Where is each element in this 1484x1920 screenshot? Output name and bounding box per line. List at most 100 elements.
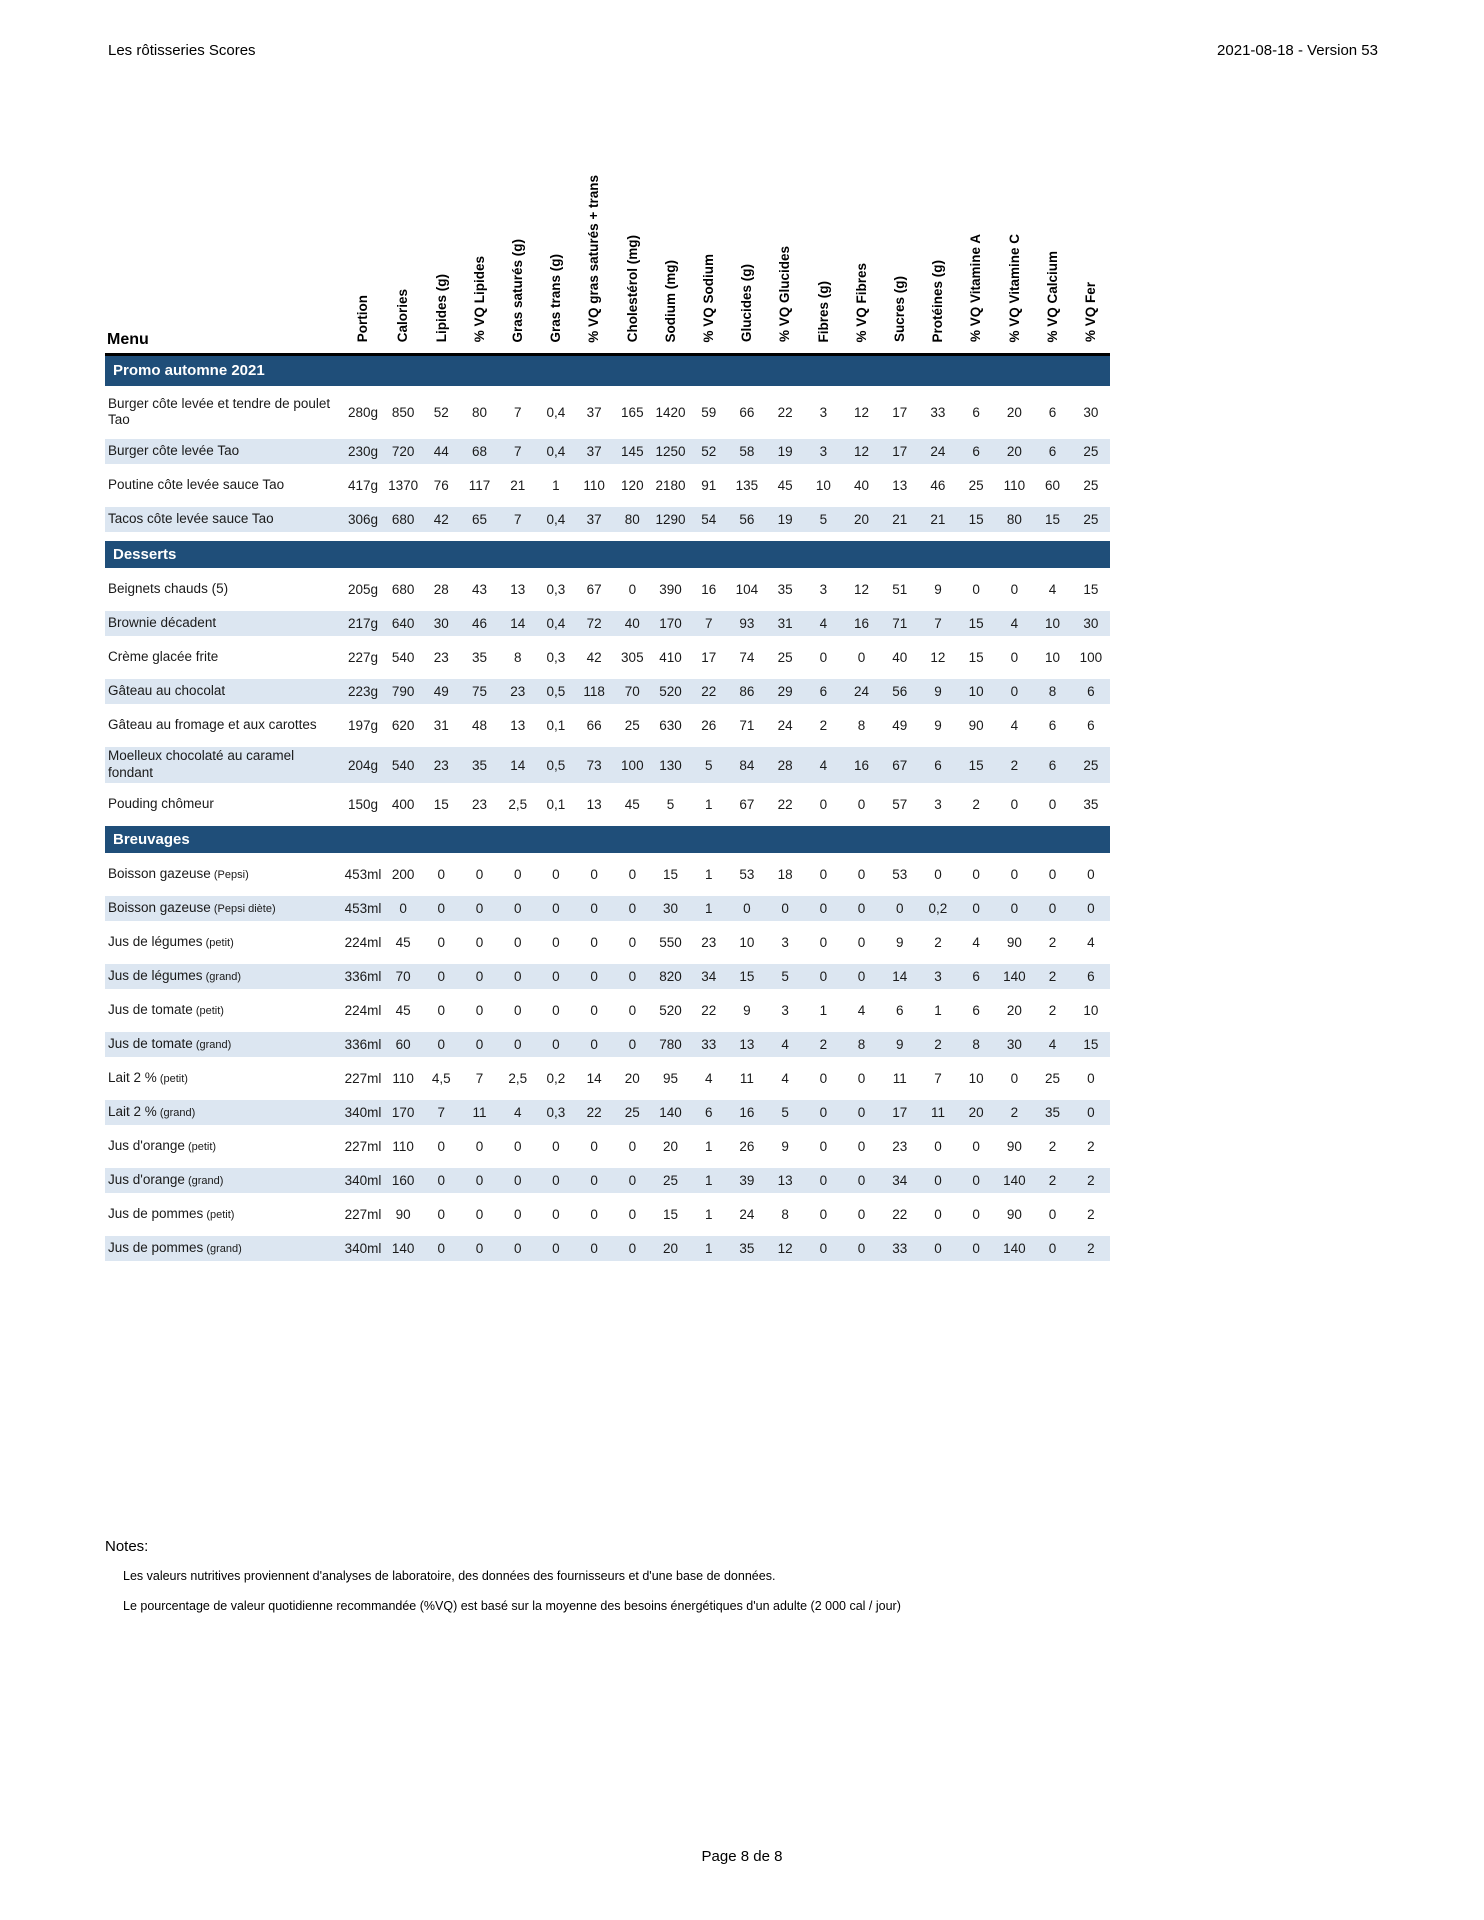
nutrition-value: 35	[1071, 787, 1110, 826]
nutrition-value: 20	[651, 1231, 690, 1270]
nutrition-value: 35	[727, 1231, 767, 1270]
nutrition-value: 0	[613, 1197, 652, 1236]
nutrition-value: 19	[766, 434, 805, 474]
nutrition-value: 0	[422, 1027, 461, 1066]
nutrition-value: 640	[384, 606, 423, 646]
nutrition-value: 1420	[651, 390, 690, 440]
nutrition-value: 17	[880, 1095, 919, 1134]
table-row: Lait 2 % (grand) 340ml 170 7 11 4 0,3 22 25 140 6 1…	[105, 1095, 1110, 1134]
menu-item-size-note: (petit)	[202, 937, 234, 950]
nutrition-value: 790	[384, 674, 423, 714]
nutrition-value: 0	[918, 1197, 958, 1236]
nutrition-value: 16	[727, 1095, 767, 1134]
nutrition-value: 4	[689, 1061, 728, 1100]
nutrition-value: 24	[766, 708, 805, 748]
nutrition-value: 0	[460, 1129, 499, 1168]
nutrition-value: 0	[1033, 787, 1072, 826]
nutrition-value: 10	[1033, 606, 1072, 646]
nutrition-value: 280g	[342, 390, 384, 440]
nutrition-value: 86	[727, 674, 767, 714]
nutrition-value: 0	[575, 857, 614, 896]
menu-item-name: Lait 2 % (grand)	[105, 1095, 342, 1134]
nutrition-value: 1	[918, 993, 958, 1032]
nutrition-value: 24	[918, 434, 958, 474]
column-header: % VQ Fer	[1071, 122, 1110, 356]
nutrition-value: 0	[804, 1095, 843, 1134]
nutrition-value: 16	[842, 606, 881, 646]
nutrition-value: 520	[651, 674, 690, 714]
nutrition-value: 4	[766, 1027, 805, 1066]
nutrition-value: 0,5	[536, 742, 576, 792]
nutrition-value: 10	[957, 1061, 996, 1100]
nutrition-value: 0	[804, 1061, 843, 1100]
nutrition-value: 22	[689, 674, 728, 714]
nutrition-value: 13	[766, 1163, 805, 1202]
nutrition-value: 100	[613, 742, 652, 792]
nutrition-value: 25	[1071, 434, 1110, 474]
menu-item-name: Jus de tomate (petit)	[105, 993, 342, 1032]
nutrition-value: 4	[498, 1095, 537, 1134]
notes-section: Notes: Les valeurs nutritives proviennen…	[105, 1538, 901, 1629]
table-row: Lait 2 % (petit) 227ml 110 4,5 7 2,5 0,2 14 20 95…	[105, 1061, 1110, 1100]
nutrition-value: 0,3	[536, 572, 576, 612]
nutrition-value: 60	[384, 1027, 423, 1066]
nutrition-value: 25	[1071, 742, 1110, 792]
nutrition-value: 336ml	[342, 959, 384, 998]
nutrition-value: 70	[613, 674, 652, 714]
nutrition-value: 0	[575, 1231, 614, 1270]
column-header: Gras trans (g)	[536, 122, 576, 356]
nutrition-value: 68	[460, 434, 499, 474]
nutrition-value: 0	[957, 1129, 996, 1168]
nutrition-value: 227g	[342, 640, 384, 680]
nutrition-value: 30	[422, 606, 461, 646]
nutrition-value: 0	[918, 1163, 958, 1202]
nutrition-value: 0	[536, 925, 576, 964]
nutrition-value: 0	[842, 857, 881, 896]
notes-title: Notes:	[105, 1538, 149, 1555]
nutrition-value: 90	[957, 708, 996, 748]
nutrition-value: 51	[880, 572, 919, 612]
nutrition-value: 6	[1071, 674, 1110, 714]
menu-item-name: Lait 2 % (petit)	[105, 1061, 342, 1100]
nutrition-value: 0,4	[536, 606, 576, 646]
menu-item-name: Poutine côte levée sauce Tao	[105, 468, 342, 508]
nutrition-value: 8	[842, 1027, 881, 1066]
nutrition-value: 2	[918, 1027, 958, 1066]
nutrition-value: 0	[1033, 1197, 1072, 1236]
table-row: Boisson gazeuse (Pepsi diète) 453ml 0 0 0 0 0 0…	[105, 891, 1110, 930]
menu-item-size-note: (grand)	[192, 1039, 232, 1052]
nutrition-value: 0	[804, 891, 843, 930]
nutrition-value: 0	[918, 857, 958, 896]
nutrition-value: 0	[804, 787, 843, 826]
table-row: Moelleux chocolaté au caramel fondant 204…	[105, 742, 1110, 792]
nutrition-value: 3	[766, 925, 805, 964]
table-row: Poutine côte levée sauce Tao 417g 1370 76 11…	[105, 468, 1110, 508]
menu-column-header: Menu	[105, 122, 342, 356]
nutrition-value: 74	[727, 640, 767, 680]
nutrition-value: 0	[460, 891, 499, 930]
nutrition-value: 197g	[342, 708, 384, 748]
table-row: Jus de légumes (grand) 336ml 70 0 0 0 0 0 0 820 34…	[105, 959, 1110, 998]
nutrition-value: 25	[613, 708, 652, 748]
nutrition-value: 76	[422, 468, 461, 508]
nutrition-value: 10	[957, 674, 996, 714]
nutrition-value: 620	[384, 708, 423, 748]
nutrition-value: 8	[957, 1027, 996, 1066]
menu-item-size-note: (Pepsi diète)	[210, 903, 276, 916]
nutrition-value: 21	[880, 502, 919, 542]
nutrition-value: 110	[384, 1129, 423, 1168]
nutrition-value: 104	[727, 572, 767, 612]
nutrition-value: 24	[727, 1197, 767, 1236]
nutrition-value: 0	[422, 1163, 461, 1202]
nutrition-value: 227ml	[342, 1197, 384, 1236]
table-row: Beignets chauds (5) 205g 680 28 43 13 0,3 67 0 39…	[105, 572, 1110, 612]
nutrition-value: 0	[918, 1231, 958, 1270]
nutrition-value: 204g	[342, 742, 384, 792]
nutrition-value: 9	[727, 993, 767, 1032]
nutrition-value: 0	[957, 857, 996, 896]
nutrition-value: 4	[842, 993, 881, 1032]
nutrition-value: 80	[460, 390, 499, 440]
nutrition-value: 680	[384, 572, 423, 612]
nutrition-value: 2	[1033, 1129, 1072, 1168]
nutrition-value: 21	[918, 502, 958, 542]
